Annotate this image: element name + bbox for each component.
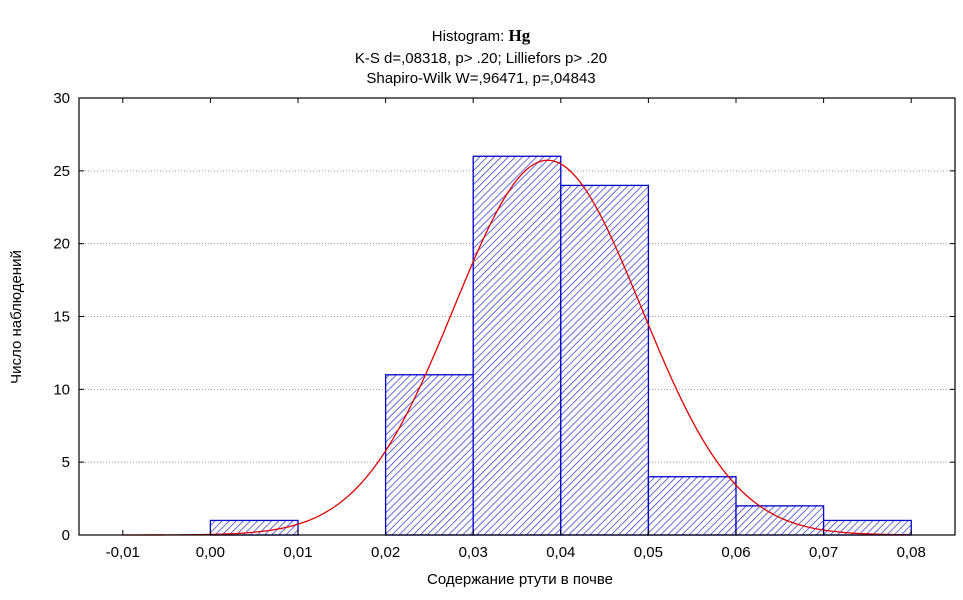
- x-tick-label: 0,07: [809, 544, 838, 561]
- chart-subtitle-ks: K-S d=,08318, p> .20; Lilliefors p> .20: [355, 50, 607, 67]
- x-tick-label: 0,01: [283, 544, 312, 561]
- y-tick-label: 30: [53, 90, 70, 107]
- y-axis-ticks: 0 5 10 15 20 25 30: [53, 90, 955, 544]
- bars-layer: [209, 155, 912, 536]
- histogram-bar: [647, 476, 737, 536]
- histogram-bar: [472, 155, 562, 536]
- histogram-bar: [560, 184, 650, 536]
- y-tick-label: 15: [53, 309, 70, 326]
- y-tick-label: 20: [53, 236, 70, 253]
- histogram-bar: [822, 519, 912, 536]
- normal-fit-curve: [122, 159, 912, 536]
- histogram-bar: [384, 374, 474, 536]
- x-axis-ticks: -0,01 0,00 0,01 0,02 0,03 0,04 0,05 0,06 0,07 0,0…: [106, 98, 926, 561]
- x-tick-label: 0,08: [897, 544, 926, 561]
- y-tick-label: 25: [53, 163, 70, 180]
- y-tick-label: 0: [62, 527, 70, 544]
- y-tick-label: 5: [62, 454, 70, 471]
- y-tick-label: 10: [53, 381, 70, 398]
- chart-title-variable: Hg: [508, 26, 530, 45]
- histogram-bar: [735, 505, 825, 536]
- x-tick-label: 0,03: [459, 544, 488, 561]
- x-tick-label: 0,00: [196, 544, 225, 561]
- x-tick-label: 0,04: [546, 544, 575, 561]
- y-axis-label: Число наблюдений: [8, 250, 25, 384]
- curve-layer: [122, 159, 912, 536]
- chart-title-prefix: Histogram:: [432, 28, 509, 45]
- x-tick-label: -0,01: [106, 544, 140, 561]
- x-tick-label: 0,06: [721, 544, 750, 561]
- chart-subtitle-shapiro: Shapiro-Wilk W=,96471, p=,04843: [366, 70, 595, 87]
- chart-title: Histogram: Hg: [432, 26, 531, 45]
- x-tick-label: 0,02: [371, 544, 400, 561]
- x-tick-label: 0,05: [634, 544, 663, 561]
- x-axis-label: Содержание ртути в почве: [427, 571, 613, 588]
